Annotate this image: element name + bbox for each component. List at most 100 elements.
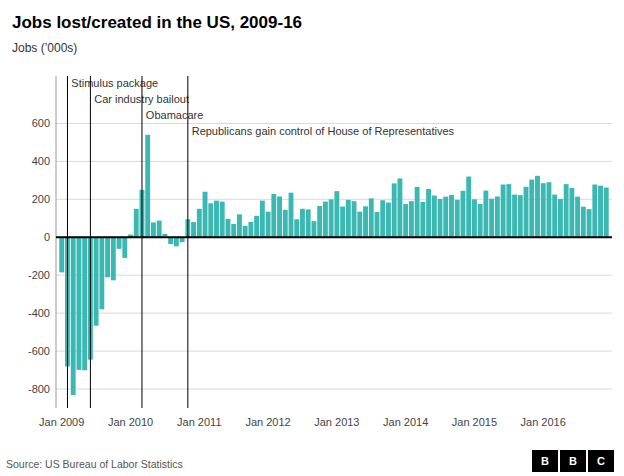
bar <box>518 195 523 237</box>
bar <box>547 182 552 237</box>
bar <box>174 237 179 246</box>
bar <box>111 237 116 280</box>
x-tick-label: Jan 2009 <box>39 416 84 428</box>
y-tick-label: -800 <box>28 383 50 395</box>
source: Source: US Bureau of Labor Statistics <box>6 458 183 470</box>
x-tick-label: Jan 2014 <box>383 416 428 428</box>
bar <box>604 188 609 238</box>
title: Jobs lost/created in the US, 2009-16 <box>12 13 302 32</box>
bar <box>564 184 569 237</box>
bar <box>157 221 162 238</box>
x-tick-label: Jan 2016 <box>521 416 566 428</box>
bar <box>266 212 271 238</box>
bar <box>426 189 431 237</box>
bar <box>581 207 586 238</box>
bar <box>312 221 317 237</box>
bar <box>59 237 64 272</box>
y-tick-label: -400 <box>28 307 50 319</box>
y-tick-label: 200 <box>32 193 50 205</box>
bar <box>197 209 202 237</box>
bar <box>397 178 402 237</box>
bar <box>558 199 563 237</box>
bar <box>489 199 494 238</box>
bar <box>134 209 139 237</box>
annotation-line <box>90 76 91 408</box>
x-tick-label: Jan 2015 <box>452 416 497 428</box>
y-axis-line <box>56 76 57 408</box>
bar <box>592 185 597 238</box>
bar <box>122 237 127 258</box>
bar <box>105 237 110 277</box>
bar <box>363 206 368 237</box>
bar <box>524 187 529 237</box>
bar <box>231 224 236 237</box>
y-tick-label: 0 <box>44 231 50 243</box>
logo-box <box>560 450 586 472</box>
bar <box>415 187 420 237</box>
x-tick-label: Jan 2011 <box>177 416 221 428</box>
grid-line <box>56 161 612 162</box>
bar <box>369 198 374 237</box>
bar <box>271 194 276 237</box>
bar <box>483 191 488 238</box>
bar <box>598 186 603 238</box>
bar <box>82 237 87 370</box>
bar <box>117 237 122 249</box>
x-tick-label: Jan 2012 <box>245 416 290 428</box>
y-tick-label: -200 <box>28 269 50 281</box>
bar <box>386 203 391 238</box>
annotation-line <box>141 76 142 408</box>
logo-letter: C <box>597 455 605 467</box>
bar <box>495 196 500 237</box>
annotation-label: Stimulus package <box>71 77 158 89</box>
bar <box>506 184 511 237</box>
bar <box>168 237 173 244</box>
x-tick-label: Jan 2010 <box>108 416 153 428</box>
grid-line <box>56 123 612 124</box>
bar <box>151 222 156 237</box>
bar <box>145 135 150 237</box>
bar <box>461 191 466 237</box>
bar <box>472 199 477 237</box>
logo-letter: B <box>541 455 549 467</box>
y-tick-label: 400 <box>32 155 50 167</box>
bar <box>552 195 557 238</box>
grid-line <box>56 199 612 200</box>
bar <box>478 204 483 237</box>
bar <box>466 177 471 238</box>
bar <box>541 183 546 237</box>
bar <box>375 212 380 237</box>
bar <box>357 212 362 238</box>
bar <box>323 202 328 238</box>
bar <box>569 188 574 237</box>
bar <box>352 201 357 237</box>
bar <box>220 202 225 238</box>
y-axis-label: Jobs (’000s) <box>12 41 77 55</box>
grid-line <box>56 237 612 238</box>
bar <box>535 176 540 237</box>
bar <box>409 201 414 237</box>
annotation-line <box>67 76 68 408</box>
bar <box>501 185 506 238</box>
bar <box>260 201 265 238</box>
bar <box>340 207 345 238</box>
annotation-label: Obamacare <box>146 109 203 121</box>
bar <box>237 214 242 237</box>
bar <box>575 197 580 238</box>
grid <box>56 123 612 389</box>
logo-box <box>588 450 614 472</box>
bar <box>438 199 443 237</box>
bar <box>294 219 299 237</box>
bar <box>432 196 437 238</box>
bar <box>392 183 397 237</box>
bar <box>587 209 592 237</box>
grid-line <box>56 313 612 314</box>
bar <box>306 209 311 237</box>
bar <box>403 204 408 237</box>
bar <box>94 237 99 325</box>
bar <box>300 209 305 237</box>
logo: BBC <box>532 450 614 472</box>
bar <box>455 200 460 237</box>
bar <box>334 191 339 237</box>
bar <box>277 196 282 237</box>
